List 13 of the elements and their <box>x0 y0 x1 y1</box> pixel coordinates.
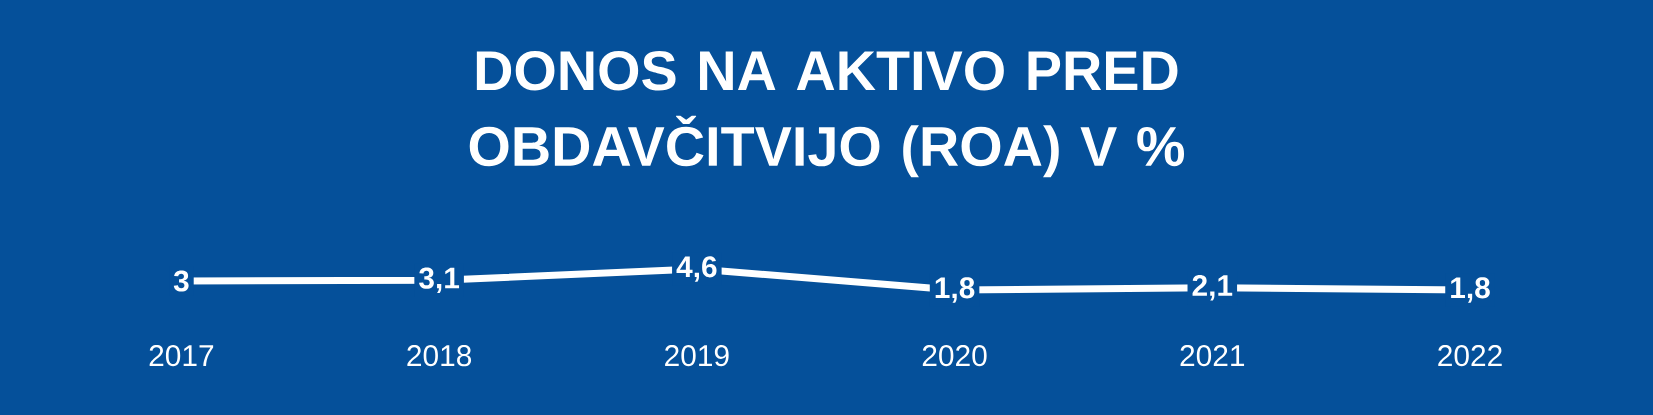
chart-title: DONOS NA AKTIVO PRED OBDAVČITVIJO (ROA) V % <box>469 51 1185 178</box>
data-label: 2,1 <box>1192 274 1233 301</box>
data-label: 4,6 <box>676 256 717 282</box>
data-label: 1,8 <box>1451 277 1490 303</box>
data-label: 3 <box>173 270 189 292</box>
x-tick-label: 2020 <box>922 345 987 367</box>
data-label: 3,1 <box>419 267 460 293</box>
x-tick-label: 2019 <box>665 345 729 367</box>
data-label: 1,8 <box>935 277 975 303</box>
x-tick-label: 2017 <box>149 345 214 367</box>
x-tick-label: 2021 <box>1180 345 1245 367</box>
x-tick-label: 2018 <box>407 345 472 367</box>
x-tick-label: 2022 <box>1438 345 1502 367</box>
